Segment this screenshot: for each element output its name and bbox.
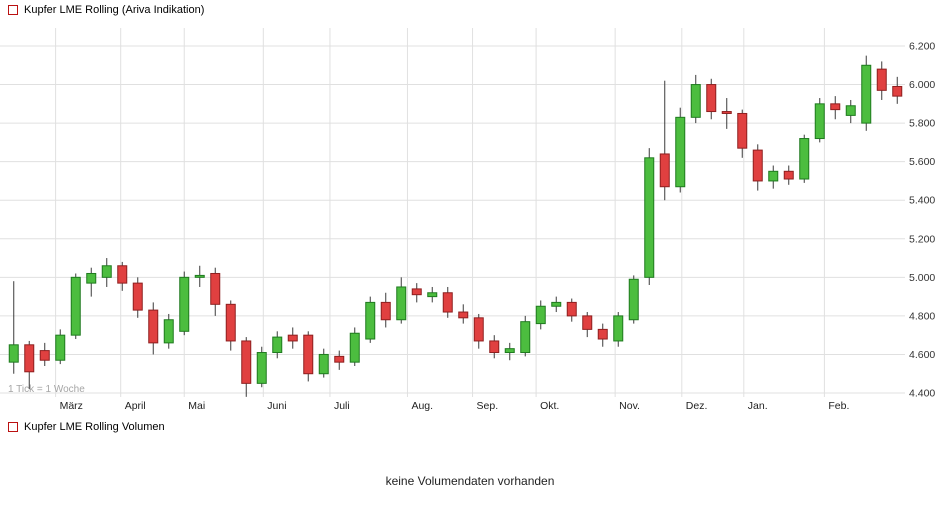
candle-body [132, 282, 143, 311]
candle-body [861, 64, 872, 124]
candle-body [380, 301, 391, 321]
x-axis-label: Mai [188, 400, 205, 412]
y-axis-label: 4.600 [909, 349, 935, 361]
candle-body [721, 111, 732, 114]
x-axis-label: Feb. [828, 400, 849, 412]
candle-body [427, 292, 438, 298]
y-axis-label: 5.600 [909, 156, 935, 168]
candle-body [148, 309, 159, 344]
candle-body [504, 348, 515, 354]
candle-body [473, 317, 484, 342]
candle-body [644, 157, 655, 278]
x-axis-label: März [60, 400, 83, 412]
candle-body [194, 274, 205, 278]
candle-body [489, 340, 500, 354]
volume-series-icon [8, 422, 18, 432]
candle-body [24, 344, 35, 373]
x-axis-label: Sep. [477, 400, 499, 412]
candle-body [458, 311, 469, 319]
candle-body [411, 288, 422, 296]
candle-body [86, 272, 97, 284]
y-axis-label: 6.000 [909, 79, 935, 91]
candle-body [613, 315, 624, 342]
y-axis-label: 6.200 [909, 41, 935, 53]
candle-body [690, 84, 701, 118]
candle-body [241, 340, 252, 384]
x-axis-label: Juli [334, 400, 350, 412]
x-axis-label: April [125, 400, 146, 412]
candle-body [117, 265, 128, 284]
candle-body [814, 103, 825, 140]
price-chart: 6.200 6.000 5.800 5.600 5.400 5.200 5.000 4.800… [0, 28, 935, 412]
candle-body [628, 278, 639, 321]
candle-body [303, 334, 314, 375]
candle-body [70, 276, 81, 336]
candle-body [597, 328, 608, 340]
candle-body [179, 276, 190, 332]
candle-body [101, 265, 112, 278]
candle-body [799, 138, 810, 180]
candle-body [225, 303, 236, 342]
volume-chart-legend: Kupfer LME Rolling Volumen [8, 421, 165, 433]
candle-body [318, 353, 329, 375]
y-axis-label: 4.400 [909, 388, 935, 400]
candle-body [876, 68, 887, 91]
candle-body [582, 315, 593, 330]
y-axis-label: 5.800 [909, 118, 935, 130]
candle-body [365, 301, 376, 340]
candle-body [783, 170, 794, 180]
candle-body [287, 334, 298, 342]
candle-body [334, 355, 345, 363]
candle-body [535, 305, 546, 325]
candle-body [830, 103, 841, 111]
candle-body [737, 112, 748, 149]
candle-body [396, 286, 407, 321]
candle-body [566, 301, 577, 317]
candle-body [210, 272, 221, 305]
candle-body [272, 336, 283, 354]
candle-body [163, 319, 174, 344]
candle-body [39, 350, 50, 361]
y-axis-label: 4.800 [909, 310, 935, 322]
candle-body [659, 153, 670, 188]
y-axis-label: 5.200 [909, 233, 935, 245]
candle-body [8, 344, 19, 363]
candle-body [675, 116, 686, 188]
x-axis-label: Okt. [540, 400, 559, 412]
candle-body [349, 332, 360, 363]
x-axis-label: Nov. [619, 400, 640, 412]
volume-empty-message: keine Volumendaten vorhanden [385, 474, 555, 488]
candle-body [551, 301, 562, 307]
volume-chart-title: Kupfer LME Rolling Volumen [24, 421, 165, 433]
candle-body [256, 352, 267, 384]
candle-body [520, 321, 531, 354]
candle-body [706, 84, 717, 113]
price-chart-legend: Kupfer LME Rolling (Ariva Indikation) [8, 4, 204, 16]
y-axis-label: 5.000 [909, 272, 935, 284]
x-axis-label: Dez. [686, 400, 708, 412]
candle-body [845, 105, 856, 116]
volume-panel: keine Volumendaten vorhanden [0, 436, 940, 526]
x-axis-label: Juni [267, 400, 286, 412]
candle-body [752, 149, 763, 182]
chart-title: Kupfer LME Rolling (Ariva Indikation) [24, 4, 205, 16]
candle-body [442, 292, 453, 313]
x-axis-label: Aug. [411, 400, 433, 412]
candle-body [55, 334, 66, 361]
x-axis-label: Jan. [748, 400, 768, 412]
y-axis-label: 5.400 [909, 195, 935, 207]
tick-period-note: 1 Tick = 1 Woche [8, 384, 85, 395]
candlestick-series-icon [8, 5, 18, 15]
candle-body [768, 170, 779, 182]
candle-body [892, 85, 903, 97]
